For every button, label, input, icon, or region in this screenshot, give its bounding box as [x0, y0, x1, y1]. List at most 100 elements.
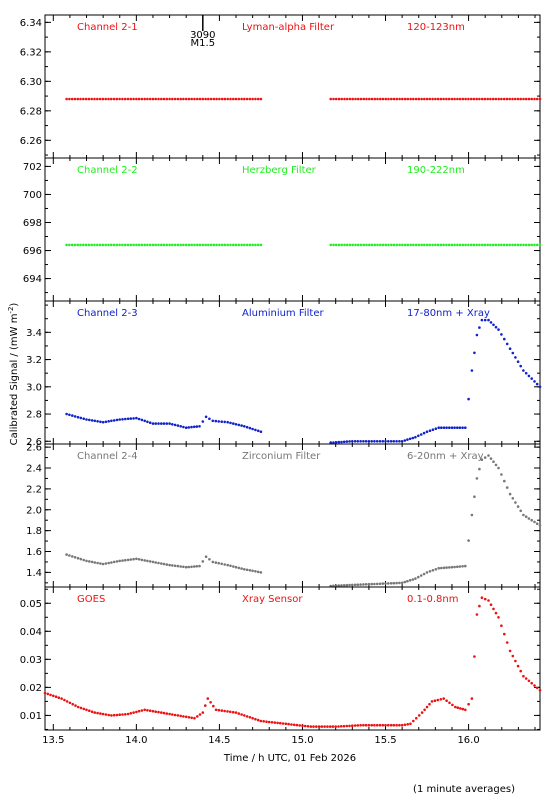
data-point [428, 570, 432, 573]
data-point [135, 243, 138, 247]
data-point [112, 419, 116, 422]
data-point [88, 709, 91, 712]
data-point [146, 709, 149, 712]
data-point [348, 724, 351, 728]
data-point [204, 555, 208, 558]
data-point [187, 716, 191, 719]
data-point [420, 243, 423, 247]
data-point [422, 572, 426, 576]
data-point [359, 243, 363, 247]
data-point [403, 97, 407, 101]
data-point [379, 243, 382, 247]
data-point [73, 97, 77, 101]
data-point [475, 97, 479, 101]
data-point [256, 718, 260, 722]
data-point [71, 414, 74, 417]
data-point [428, 97, 432, 101]
data-point [162, 97, 166, 101]
data-point [353, 440, 357, 443]
data-point [511, 243, 514, 247]
data-point [458, 243, 462, 247]
data-point [146, 243, 149, 247]
data-point [420, 711, 424, 714]
data-series [65, 243, 542, 247]
data-point [148, 421, 152, 425]
data-point [187, 426, 191, 429]
data-point [251, 427, 254, 431]
data-point [182, 715, 185, 718]
data-point [334, 243, 338, 247]
data-point [60, 697, 63, 700]
data-point [535, 382, 539, 386]
data-point [337, 725, 340, 728]
data-point [132, 557, 135, 561]
data-point [96, 420, 99, 423]
data-point [519, 669, 522, 673]
data-point [428, 429, 432, 433]
data-point [52, 694, 55, 698]
data-point [423, 97, 426, 101]
data-point [516, 360, 520, 364]
data-point [448, 701, 451, 705]
data-point [503, 337, 506, 341]
data-point [232, 422, 235, 425]
data-point [370, 440, 374, 443]
data-point [245, 568, 249, 572]
x-tick-label: 14.0 [125, 735, 147, 746]
data-point [234, 711, 238, 714]
data-point [187, 97, 191, 101]
data-point [126, 97, 130, 101]
data-point [375, 582, 379, 586]
data-point [422, 431, 426, 435]
data-point [406, 97, 410, 101]
data-point [483, 318, 487, 322]
data-point [381, 243, 385, 247]
data-point [337, 584, 341, 587]
data-point [63, 698, 66, 702]
data-point [472, 97, 476, 101]
data-point [148, 709, 152, 712]
data-point [259, 719, 263, 723]
data-point [281, 722, 285, 725]
data-point [508, 97, 512, 101]
y-tick-label: 694 [23, 274, 42, 285]
data-series [65, 97, 542, 101]
data-point [215, 97, 218, 101]
data-point [115, 97, 119, 101]
y-tick-label: 2.4 [26, 464, 42, 475]
data-point [240, 424, 243, 427]
data-point [384, 97, 388, 101]
data-point [522, 513, 525, 517]
data-point [395, 723, 398, 727]
data-point [234, 423, 238, 426]
y-tick-label: 0.01 [20, 711, 42, 722]
data-point [417, 97, 421, 101]
data-point [118, 418, 121, 421]
data-point [135, 416, 138, 420]
data-point [90, 97, 93, 101]
data-point [237, 566, 241, 570]
data-point [514, 659, 517, 663]
data-point [232, 97, 235, 101]
data-point [464, 426, 467, 430]
data-point [538, 524, 542, 527]
data-point [173, 97, 177, 101]
data-point [519, 364, 522, 368]
data-point [303, 724, 307, 728]
data-point [151, 709, 155, 713]
data-point [240, 243, 243, 247]
data-point [154, 561, 157, 564]
data-point [453, 243, 456, 247]
data-point [160, 97, 163, 101]
wavelength-label: 120-123nm [407, 22, 465, 33]
data-point [121, 97, 124, 101]
data-point [535, 97, 539, 101]
data-point [439, 97, 443, 101]
y-tick-label: 2.8 [26, 410, 42, 421]
data-point [68, 243, 71, 247]
data-point [437, 566, 441, 570]
data-point [398, 440, 401, 443]
data-point [124, 558, 127, 562]
panel-4: 1.4 1.6 1.8 2.0 2.2 2.4 2.6 Channel 2-4 Zirconiu… [26, 443, 542, 588]
data-point [389, 582, 393, 585]
